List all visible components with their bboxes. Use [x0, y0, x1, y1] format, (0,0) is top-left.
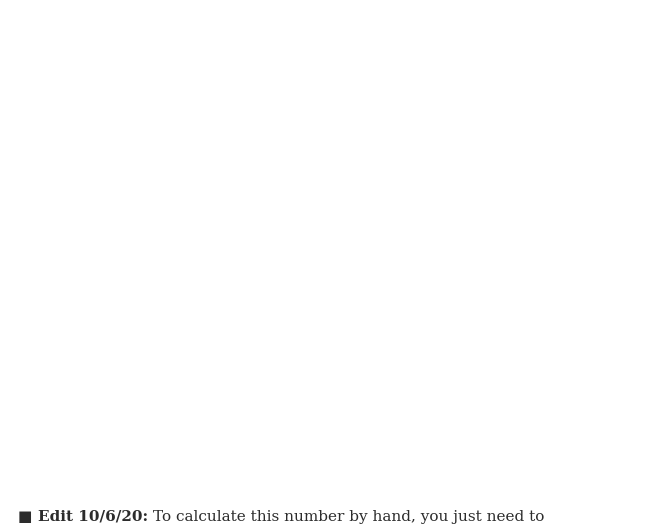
Text: Edit 10/6/20:: Edit 10/6/20:: [38, 510, 153, 524]
Text: To calculate this number by hand, you just need to: To calculate this number by hand, you ju…: [153, 510, 545, 524]
Text: ■: ■: [18, 510, 32, 524]
